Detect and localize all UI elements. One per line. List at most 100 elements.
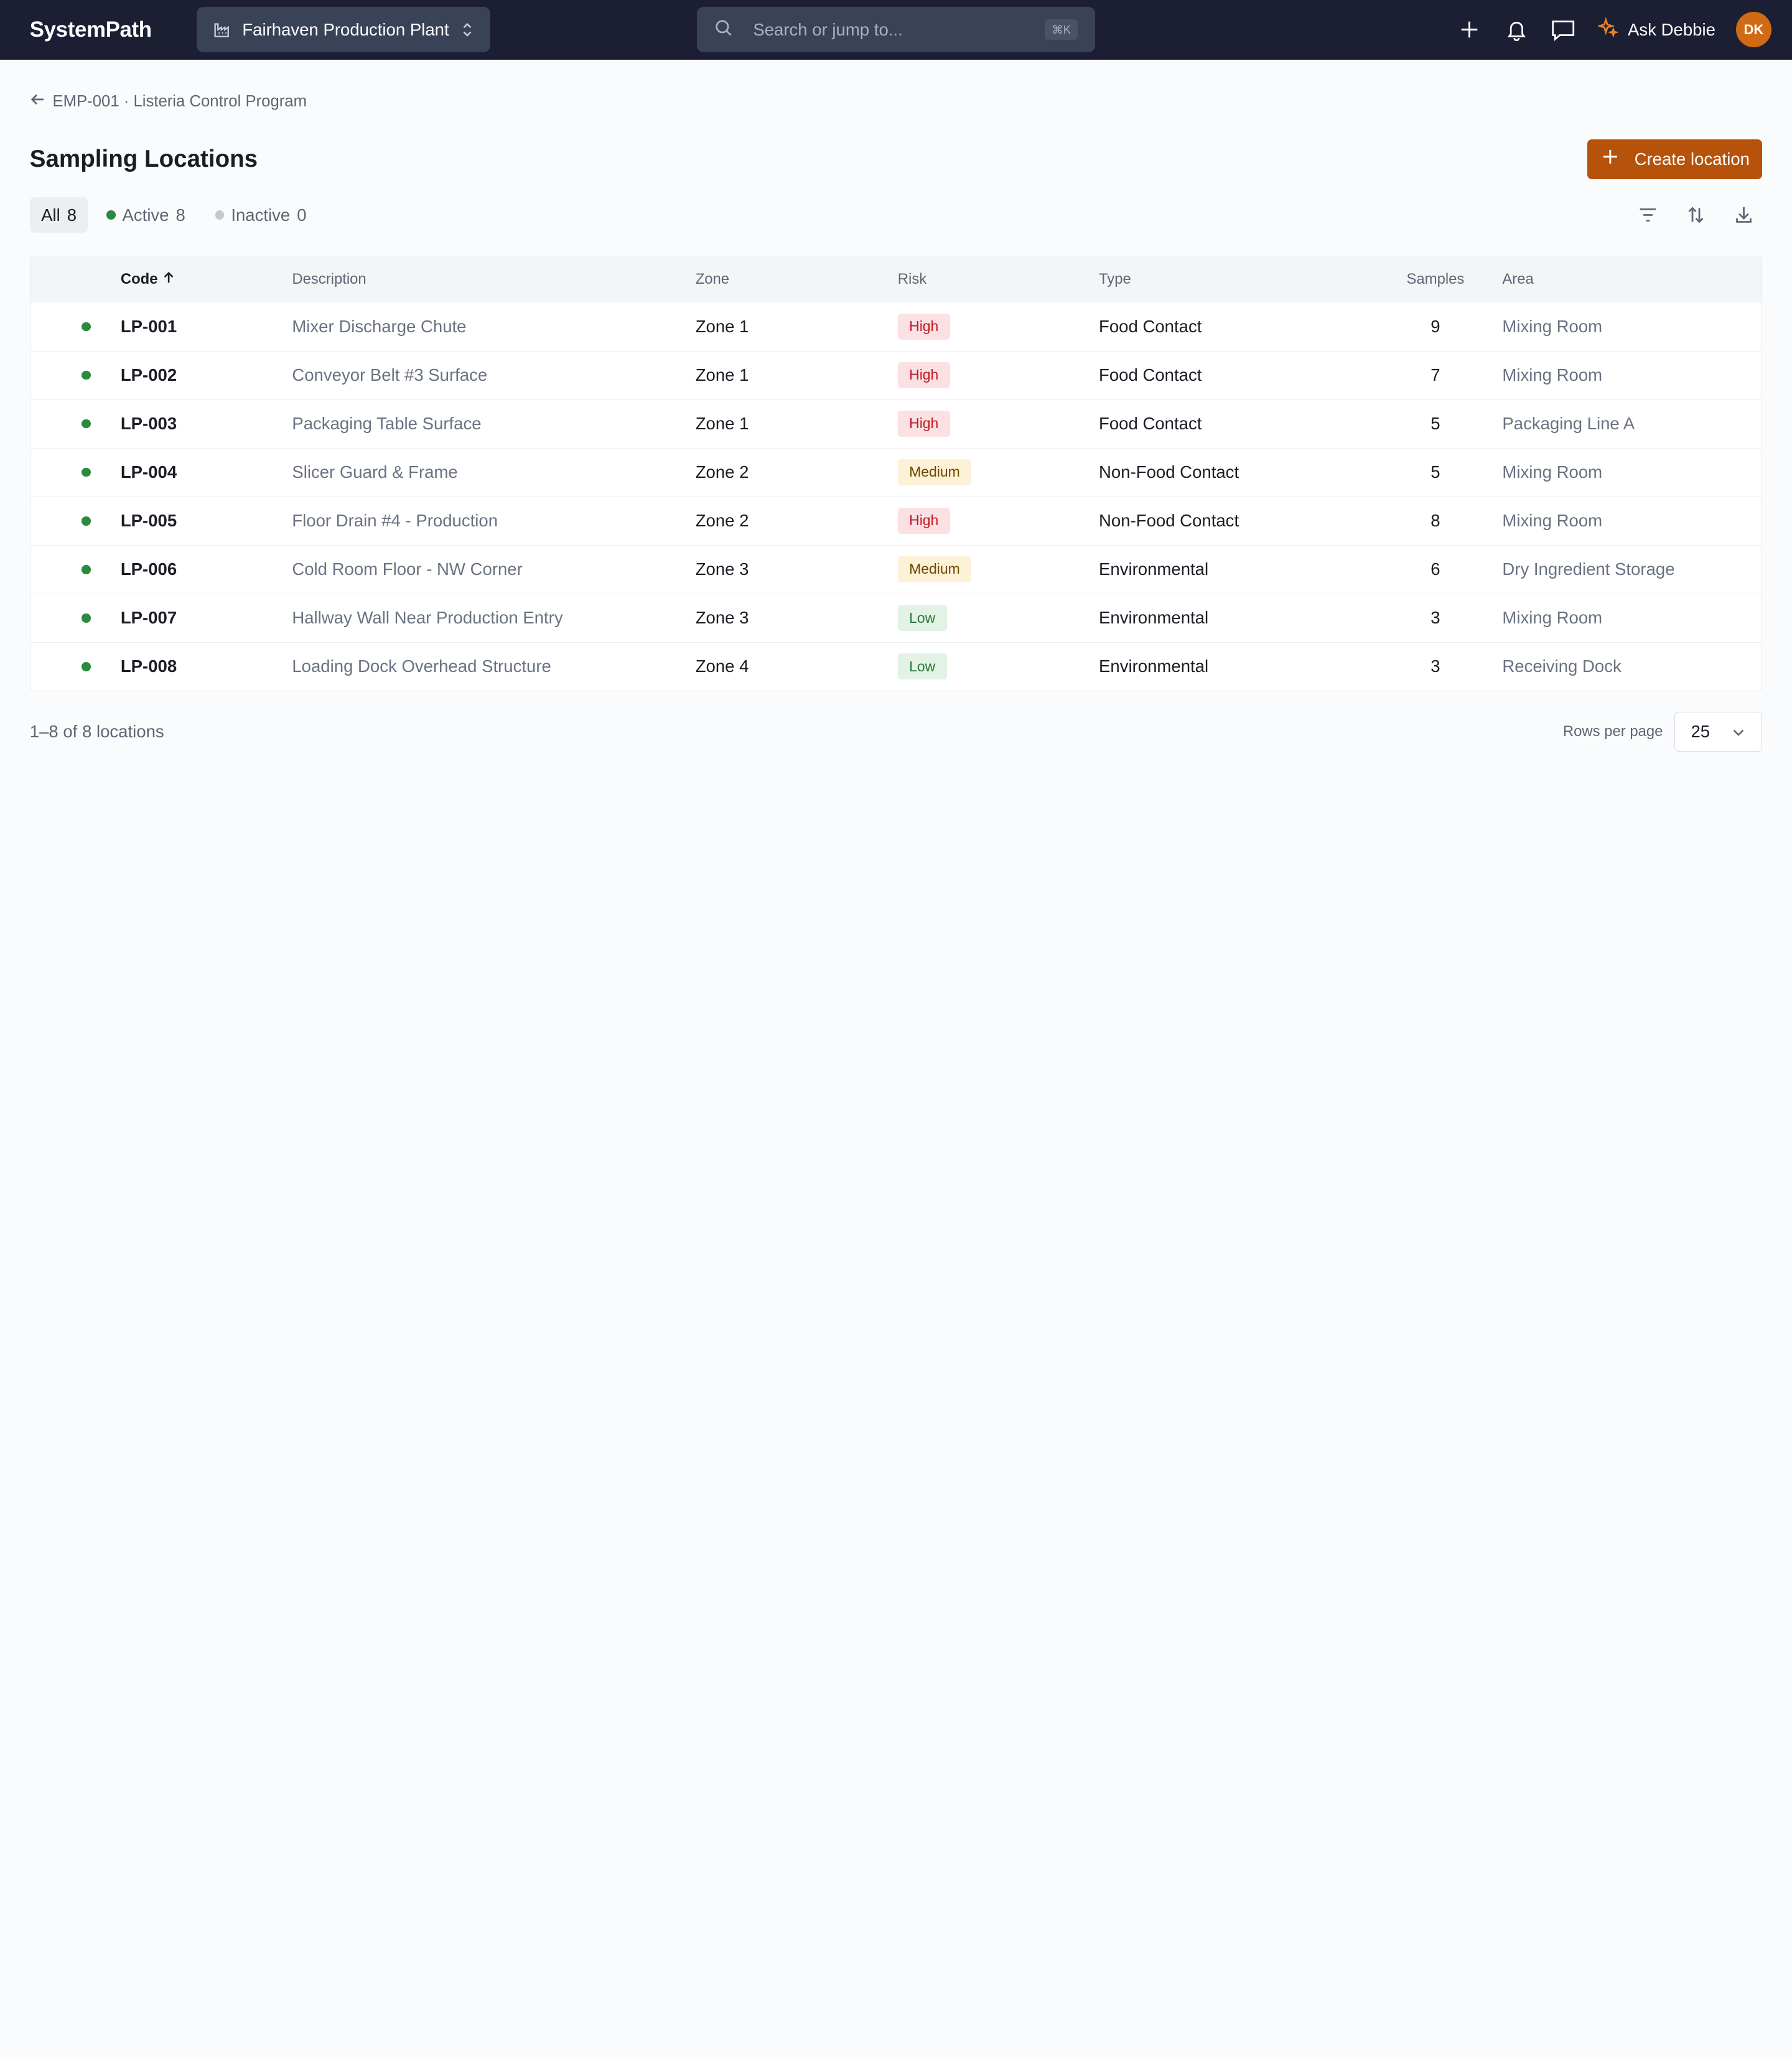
header-samples[interactable]: Samples xyxy=(1406,270,1465,287)
area-cell: Mixing Room xyxy=(1502,462,1603,482)
active-status-dot xyxy=(82,516,91,526)
header-risk[interactable]: Risk xyxy=(897,270,927,287)
status-cell xyxy=(30,516,91,526)
main-content: EMP-001 · Listeria Control Program Sampl… xyxy=(0,91,1792,752)
location-code[interactable]: LP-006 xyxy=(120,559,177,579)
risk-cell: Medium xyxy=(897,556,1099,583)
area-cell: Mixing Room xyxy=(1502,365,1603,385)
inactive-status-dot xyxy=(215,210,225,220)
active-status-dot xyxy=(82,564,91,574)
header-code[interactable]: Code xyxy=(91,271,292,288)
create-location-button[interactable]: Create location xyxy=(1587,139,1763,179)
tab-all[interactable]: All 8 xyxy=(29,197,88,233)
global-search-input[interactable]: Search or jump to... ⌘K xyxy=(697,7,1095,53)
sort-button[interactable] xyxy=(1680,199,1712,231)
search-icon xyxy=(714,19,732,41)
tab-inactive[interactable]: Inactive 0 xyxy=(203,197,318,233)
notifications-button[interactable] xyxy=(1493,7,1539,52)
rows-per-page-value: 25 xyxy=(1691,722,1710,742)
risk-badge: Low xyxy=(897,605,947,632)
table-row[interactable]: LP-004 Slicer Guard & Frame Zone 2 Medium No… xyxy=(30,447,1762,497)
type-cell: Non-Food Contact xyxy=(1099,462,1239,482)
create-location-label: Create location xyxy=(1634,149,1750,169)
status-cell xyxy=(30,322,91,332)
samples-cell: 5 xyxy=(1430,414,1440,434)
location-code[interactable]: LP-002 xyxy=(120,365,177,385)
status-cell xyxy=(30,467,91,477)
location-code[interactable]: LP-007 xyxy=(120,608,177,628)
samples-cell: 3 xyxy=(1430,656,1440,676)
bell-icon xyxy=(1507,22,1526,42)
table-row[interactable]: LP-007 Hallway Wall Near Production Entry… xyxy=(30,593,1762,642)
description-cell: Conveyor Belt #3 Surface xyxy=(292,365,488,385)
table-row[interactable]: LP-002 Conveyor Belt #3 Surface Zone 1 High… xyxy=(30,350,1762,399)
code-cell: LP-004 xyxy=(91,462,292,482)
header-description[interactable]: Description xyxy=(292,270,366,287)
zone-cell: Zone 1 xyxy=(695,316,749,336)
location-code[interactable]: LP-005 xyxy=(120,511,177,531)
status-cell xyxy=(30,661,91,671)
top-actions: Ask Debbie DK xyxy=(1446,7,1771,52)
rows-per-page-select[interactable]: 25 xyxy=(1674,711,1763,752)
header-zone[interactable]: Zone xyxy=(695,270,730,287)
type-cell: Food Contact xyxy=(1099,414,1202,434)
user-avatar[interactable]: DK xyxy=(1735,12,1771,48)
table-row[interactable]: LP-008 Loading Dock Overhead Structure Zon… xyxy=(30,641,1762,691)
risk-cell: High xyxy=(897,410,1099,437)
zone-cell: Zone 4 xyxy=(695,656,749,676)
location-code[interactable]: LP-001 xyxy=(120,316,177,336)
samples-cell: 9 xyxy=(1430,316,1440,336)
type-cell: Environmental xyxy=(1099,656,1209,676)
active-status-dot xyxy=(82,661,91,671)
description-cell: Hallway Wall Near Production Entry xyxy=(292,608,563,628)
ask-debbie-button[interactable]: Ask Debbie xyxy=(1597,16,1715,42)
type-cell: Non-Food Contact xyxy=(1099,511,1239,531)
table-row[interactable]: LP-001 Mixer Discharge Chute Zone 1 High Foo… xyxy=(30,302,1762,350)
messages-button[interactable] xyxy=(1540,7,1587,52)
active-status-dot xyxy=(106,210,116,220)
filter-button[interactable] xyxy=(1632,199,1664,231)
table-row[interactable]: LP-003 Packaging Table Surface Zone 1 High F… xyxy=(30,399,1762,448)
area-cell: Mixing Room xyxy=(1502,608,1603,628)
area-cell: Receiving Dock xyxy=(1502,656,1622,676)
code-cell: LP-007 xyxy=(91,608,292,628)
header-type[interactable]: Type xyxy=(1099,270,1131,287)
plant-switcher[interactable]: Fairhaven Production Plant xyxy=(196,7,490,53)
breadcrumb-back-link[interactable]: EMP-001 · Listeria Control Program xyxy=(30,91,307,112)
zone-cell: Zone 1 xyxy=(695,414,749,434)
table-row[interactable]: LP-006 Cold Room Floor - NW Corner Zone 3 M… xyxy=(30,544,1762,594)
app-logo[interactable]: SystemPath xyxy=(29,17,152,42)
page-title: Sampling Locations xyxy=(29,145,258,172)
zone-cell: Zone 3 xyxy=(695,559,749,579)
tab-active[interactable]: Active 8 xyxy=(95,197,197,233)
table-row[interactable]: LP-005 Floor Drain #4 - Production Zone 2 H… xyxy=(30,496,1762,545)
export-button[interactable] xyxy=(1728,199,1760,231)
filter-row: All 8 Active 8 Inactive 0 xyxy=(29,197,1762,233)
tab-label: Active xyxy=(122,205,169,225)
table-body: LP-001 Mixer Discharge Chute Zone 1 High Foo… xyxy=(30,302,1762,690)
status-cell xyxy=(30,564,91,574)
description-cell: Slicer Guard & Frame xyxy=(292,462,458,482)
description-cell: Floor Drain #4 - Production xyxy=(292,511,498,531)
samples-cell: 5 xyxy=(1430,462,1440,482)
active-status-dot xyxy=(82,467,91,477)
location-code[interactable]: LP-008 xyxy=(120,656,177,676)
title-row: Sampling Locations Create location xyxy=(29,139,1763,179)
location-code[interactable]: LP-004 xyxy=(120,462,177,482)
table-tools xyxy=(1632,199,1760,231)
header-area[interactable]: Area xyxy=(1502,270,1534,287)
add-button[interactable] xyxy=(1446,7,1493,52)
area-cell: Packaging Line A xyxy=(1502,414,1635,434)
table-header-row: Code Description Zone Risk Type Samples … xyxy=(30,256,1762,302)
risk-badge: High xyxy=(897,361,950,389)
chevron-up-down-icon xyxy=(460,22,474,38)
risk-badge: High xyxy=(897,410,950,437)
active-status-dot xyxy=(82,419,91,429)
type-cell: Food Contact xyxy=(1099,365,1202,385)
location-code[interactable]: LP-003 xyxy=(120,414,177,434)
plant-name: Fairhaven Production Plant xyxy=(242,19,449,39)
code-cell: LP-006 xyxy=(91,559,292,579)
samples-cell: 6 xyxy=(1430,559,1440,579)
arrow-left-icon xyxy=(30,91,46,112)
status-tabs: All 8 Active 8 Inactive 0 xyxy=(29,197,318,233)
